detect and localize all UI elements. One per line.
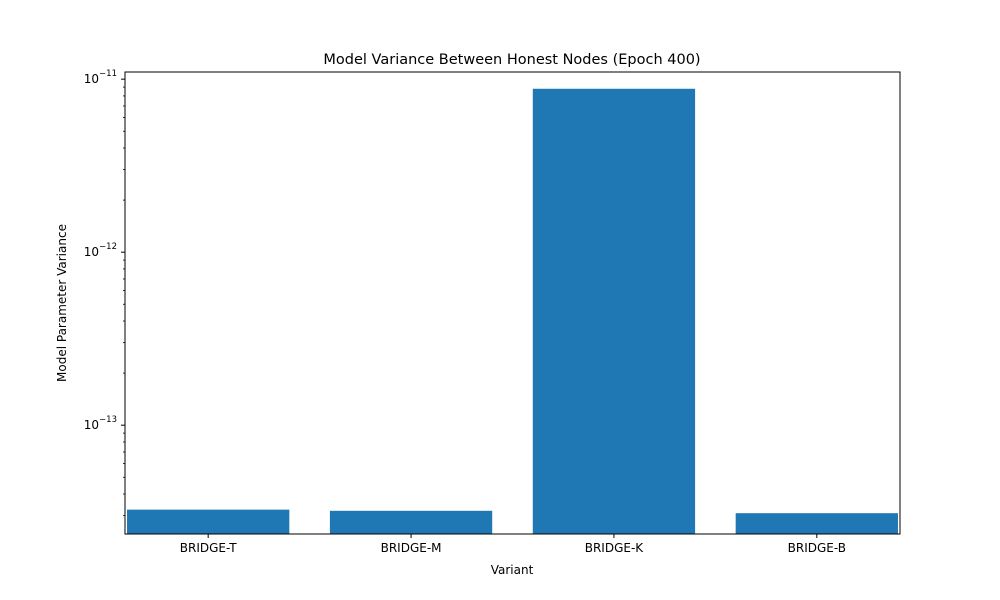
bar-bridge-m (330, 511, 492, 534)
x-tick-label: BRIDGE-T (180, 541, 237, 555)
x-axis-label: Variant (491, 563, 534, 577)
bar-bridge-t (127, 510, 289, 534)
chart-title: Model Variance Between Honest Nodes (Epo… (323, 52, 700, 68)
bar-bridge-k (533, 89, 695, 534)
bar-bridge-b (736, 513, 898, 534)
y-axis-label: Model Parameter Variance (55, 224, 69, 382)
x-tick-label: BRIDGE-M (381, 541, 442, 555)
x-tick-label: BRIDGE-K (585, 541, 645, 555)
x-tick-label: BRIDGE-B (788, 541, 846, 555)
